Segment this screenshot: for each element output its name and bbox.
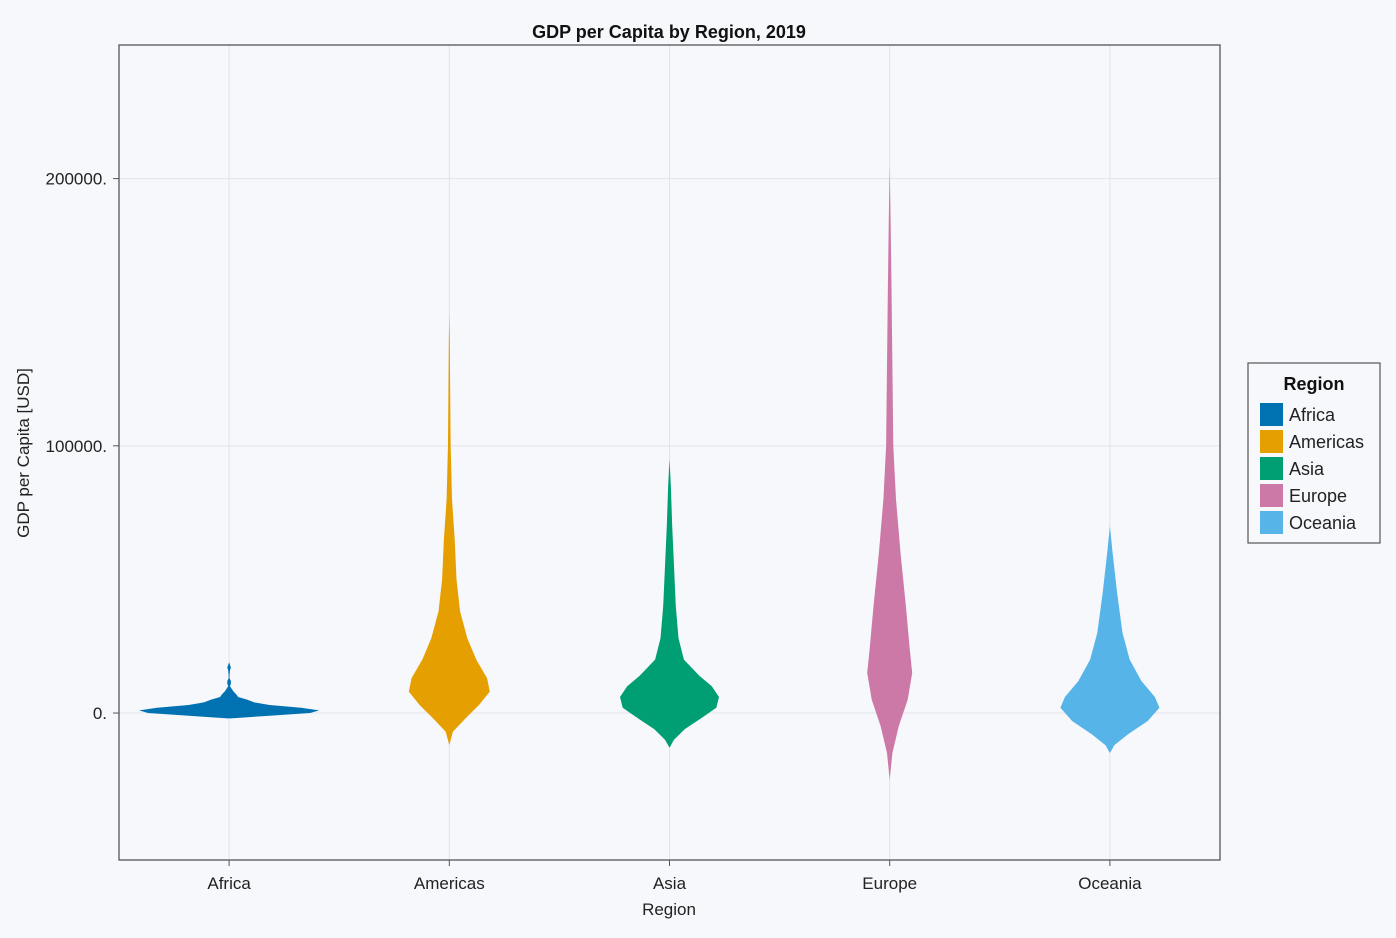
violin-layer [139,165,1160,780]
legend-label-europe: Europe [1289,486,1347,506]
legend-swatch-europe [1260,484,1283,507]
legend-label-asia: Asia [1289,459,1325,479]
y-tick-label-1: 100000. [46,437,107,456]
legend-title: Region [1284,374,1345,394]
legend-swatch-africa [1260,403,1283,426]
x-ticks: Africa Americas Asia Europe Oceania [207,860,1142,893]
legend-swatch-oceania [1260,511,1283,534]
y-axis-label: GDP per Capita [USD] [14,368,33,538]
x-axis-label: Region [642,900,696,919]
x-tick-label-3: Europe [862,874,917,893]
x-tick-label-4: Oceania [1078,874,1142,893]
legend-label-africa: Africa [1289,405,1336,425]
violin-africa [139,662,320,719]
x-tick-label-1: Americas [414,874,485,893]
legend-label-americas: Americas [1289,432,1364,452]
y-tick-label-0: 0. [93,704,107,723]
chart-title: GDP per Capita by Region, 2019 [532,22,806,42]
legend-entries: Africa Americas Asia Europe Oceania [1260,403,1364,534]
violin-europe [867,165,913,780]
legend-label-oceania: Oceania [1289,513,1357,533]
violin-americas [408,312,490,746]
legend-swatch-asia [1260,457,1283,480]
y-ticks: 0. 100000. 200000. [46,170,119,723]
violin-oceania [1060,525,1160,754]
legend-swatch-americas [1260,430,1283,453]
violin-asia [620,459,719,748]
x-tick-label-2: Asia [653,874,687,893]
y-tick-label-2: 200000. [46,170,107,189]
legend: Region Africa Americas Asia Europe Oceania [1247,362,1381,544]
x-tick-label-0: Africa [207,874,251,893]
